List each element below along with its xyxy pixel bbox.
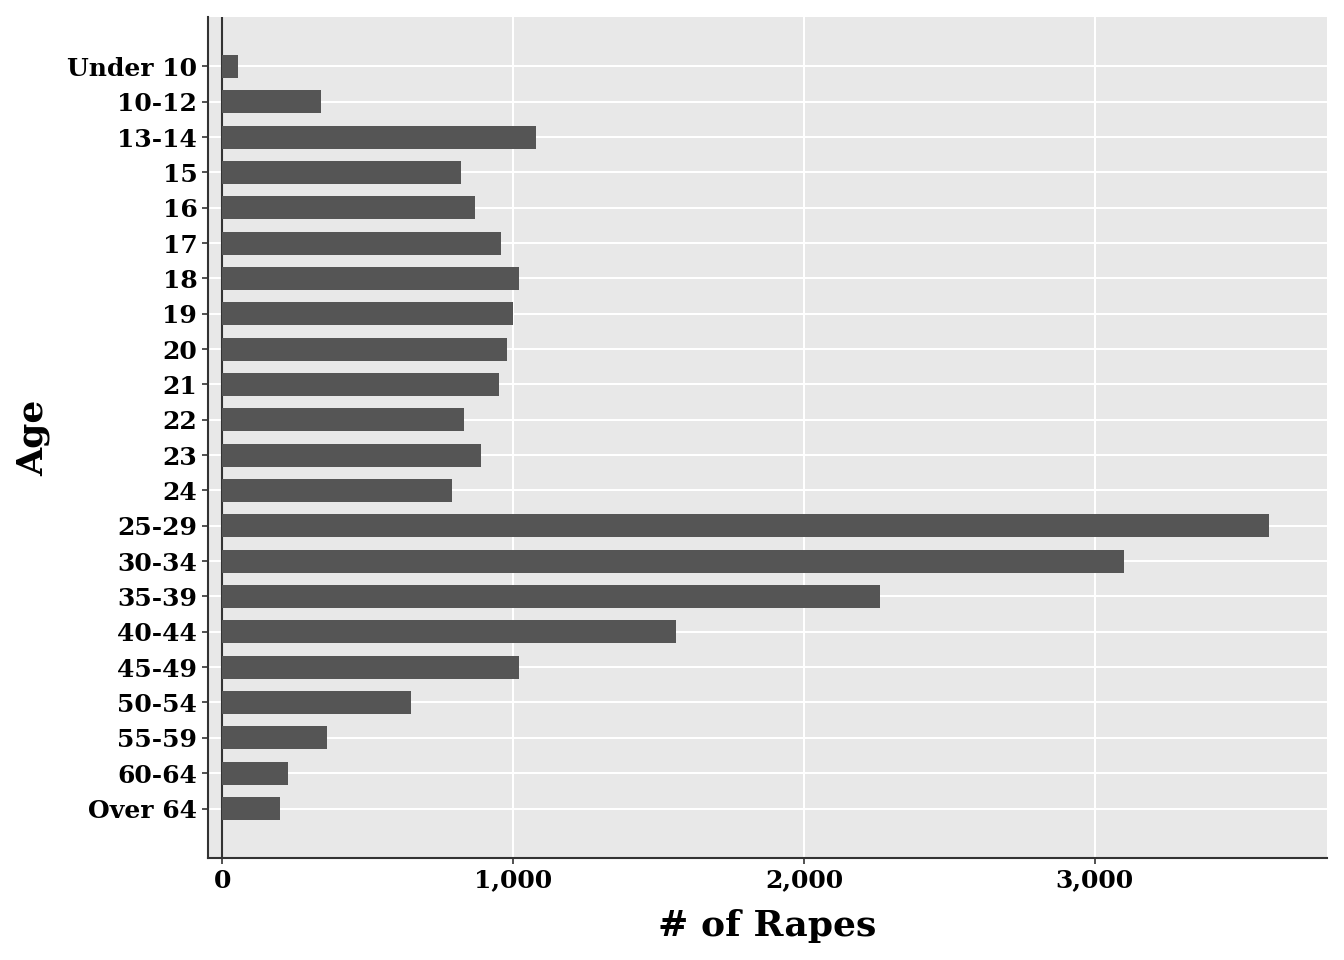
Bar — [222, 550, 1124, 572]
Bar — [222, 656, 519, 679]
Bar — [222, 585, 879, 608]
Bar — [222, 90, 321, 113]
Bar — [222, 196, 476, 219]
Bar — [222, 479, 452, 502]
Bar — [222, 267, 519, 290]
Y-axis label: Age: Age — [16, 399, 51, 475]
Bar — [222, 691, 411, 714]
Bar — [222, 408, 464, 431]
Bar — [222, 444, 481, 467]
Bar — [222, 338, 507, 361]
Bar — [222, 761, 288, 784]
Bar — [222, 161, 461, 184]
Bar — [222, 126, 536, 149]
Bar — [222, 620, 676, 643]
Bar — [222, 727, 327, 750]
Bar — [222, 515, 1269, 538]
Bar — [222, 373, 499, 396]
Bar — [222, 231, 501, 254]
Bar — [222, 55, 238, 78]
X-axis label: # of Rapes: # of Rapes — [659, 909, 876, 944]
Bar — [222, 797, 281, 820]
Bar — [222, 302, 513, 325]
